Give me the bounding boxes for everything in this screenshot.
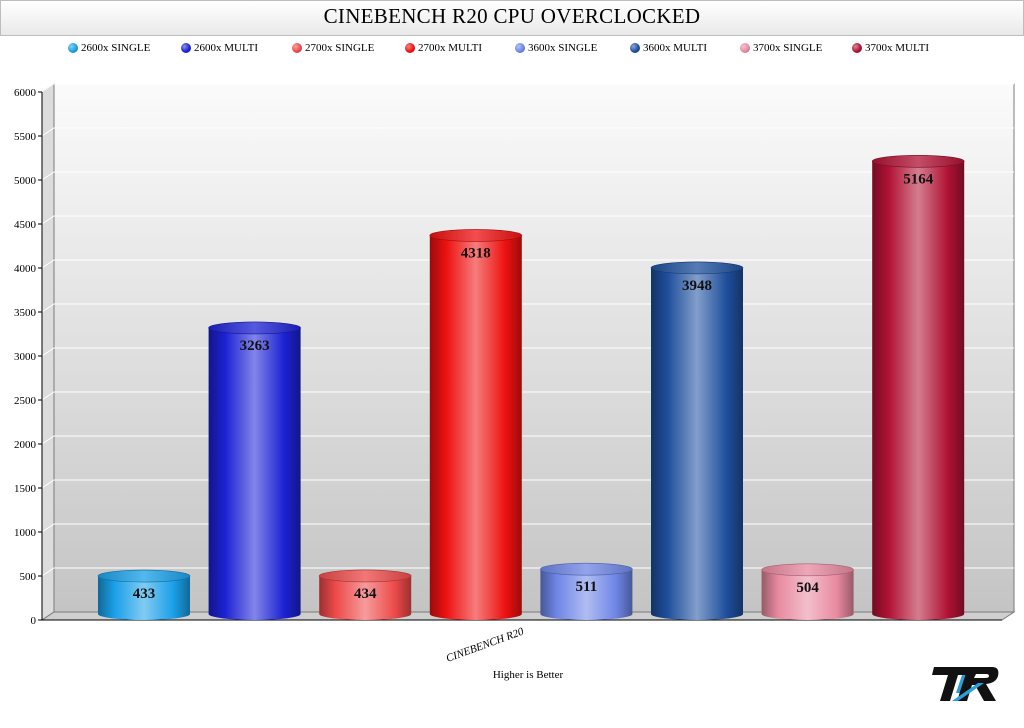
x-axis-title: Higher is Better — [492, 669, 564, 681]
legend-swatch — [292, 43, 302, 53]
bar — [540, 562, 633, 620]
bar — [429, 229, 523, 621]
bar — [318, 569, 412, 620]
legend-label: 3700x SINGLE — [753, 42, 823, 54]
y-tick-label: 4500 — [14, 219, 37, 231]
gridline — [41, 127, 1014, 137]
bar-top — [871, 154, 965, 168]
y-tick-label: 1500 — [14, 483, 37, 495]
legend-label: 2600x MULTI — [194, 42, 259, 54]
title-bar — [0, 0, 1024, 36]
bar-body — [651, 267, 743, 620]
chart-title: CINEBENCH R20 CPU OVERCLOCKED — [323, 4, 701, 28]
gridline — [41, 83, 1014, 93]
bar-top — [97, 569, 191, 583]
bar-body — [761, 569, 854, 620]
legend-swatch — [405, 43, 415, 53]
legend-label: 2600x SINGLE — [81, 42, 151, 54]
bar-top — [208, 321, 301, 335]
bar-body — [208, 327, 301, 620]
bar-body — [98, 576, 190, 620]
bar-body — [429, 235, 522, 621]
legend-swatch — [852, 43, 862, 53]
bar — [871, 154, 965, 620]
legend-swatch — [740, 43, 750, 53]
y-tick-label: 1000 — [14, 527, 37, 539]
bar — [97, 569, 191, 620]
legend-label: 3600x MULTI — [643, 42, 708, 54]
legend-swatch — [181, 43, 191, 53]
bar-value-label: 4318 — [461, 245, 491, 261]
x-tick-label: CINEBENCH R20 — [445, 625, 526, 664]
gridline — [41, 259, 1014, 269]
bar — [650, 261, 744, 620]
bar-top — [429, 229, 523, 242]
legend-label: 3700x MULTI — [865, 42, 930, 54]
legend-label: 2700x SINGLE — [305, 42, 375, 54]
bar-value-label: 3948 — [682, 278, 712, 294]
legend-label: 3600x SINGLE — [528, 42, 598, 54]
bar-body — [540, 569, 633, 620]
bar — [208, 321, 301, 620]
y-tick-label: 2500 — [14, 395, 37, 407]
bar-value-label: 511 — [576, 579, 598, 595]
bar-top — [761, 563, 854, 577]
y-tick-label: 4000 — [14, 263, 37, 275]
y-tick-label: 500 — [20, 571, 37, 583]
bar-value-label: 504 — [796, 580, 819, 596]
bar-value-label: 433 — [133, 586, 156, 602]
legend-swatch — [630, 43, 640, 53]
bar-value-label: 3263 — [240, 338, 270, 354]
gridline — [41, 171, 1014, 181]
y-tick-label: 3500 — [14, 307, 37, 319]
y-tick-label: 5500 — [14, 131, 37, 143]
bar-value-label: 434 — [354, 586, 377, 602]
y-tick-label: 6000 — [14, 87, 37, 99]
bar-top — [540, 562, 633, 576]
y-tick-label: 0 — [31, 615, 37, 627]
y-tick-label: 2000 — [14, 439, 37, 451]
bar-top — [318, 569, 412, 583]
tkr-logo — [932, 667, 999, 701]
bar — [761, 563, 854, 620]
bar-value-label: 5164 — [903, 171, 934, 187]
legend-swatch — [68, 43, 78, 53]
gridline — [41, 215, 1014, 225]
legend-swatch — [515, 43, 525, 53]
bar-body — [319, 575, 412, 620]
chart-legend: 2600x SINGLE 2600x MULTI 2700x SINGLE 2700x… — [0, 41, 1024, 59]
bar-body — [872, 161, 965, 620]
y-tick-label: 3000 — [14, 351, 37, 363]
y-tick-label: 5000 — [14, 175, 37, 187]
bar-top — [650, 261, 744, 275]
legend-label: 2700x MULTI — [418, 42, 483, 54]
